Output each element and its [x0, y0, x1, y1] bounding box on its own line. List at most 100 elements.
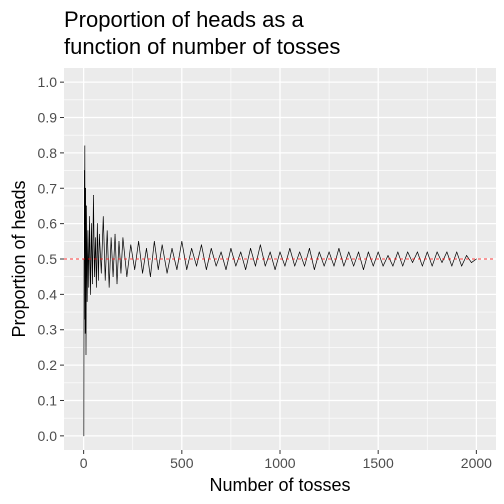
- data-point: [240, 251, 242, 253]
- data-point: [87, 230, 89, 232]
- data-point: [114, 233, 116, 235]
- data-point: [95, 237, 96, 239]
- data-point: [294, 265, 296, 267]
- x-axis-title: Number of tosses: [209, 475, 350, 495]
- data-point: [417, 251, 418, 253]
- data-point: [84, 332, 86, 334]
- data-point: [392, 265, 394, 267]
- data-point: [97, 223, 98, 224]
- x-axis: 0 500 1000 1500 2000: [80, 450, 492, 471]
- data-point: [94, 276, 95, 278]
- data-point: [436, 251, 438, 253]
- data-point: [89, 216, 90, 217]
- data-point: [100, 272, 102, 274]
- data-point: [368, 251, 369, 253]
- data-point: [412, 262, 413, 263]
- data-point: [269, 251, 271, 253]
- chart-title-line-1: Proportion of heads as a: [64, 7, 304, 32]
- data-point: [250, 248, 251, 249]
- data-point: [274, 269, 276, 270]
- data-point: [191, 248, 192, 249]
- data-point: [397, 251, 399, 253]
- x-tick-label: 0: [80, 455, 88, 471]
- data-point: [84, 145, 86, 147]
- data-point: [88, 286, 90, 288]
- data-point: [407, 251, 408, 253]
- data-point: [171, 248, 173, 249]
- data-point: [338, 248, 340, 249]
- data-point: [93, 194, 94, 196]
- x-tick-label: 2000: [461, 455, 492, 471]
- data-point: [146, 248, 147, 249]
- data-point: [377, 251, 379, 253]
- data-point: [166, 272, 168, 274]
- data-point: [130, 244, 132, 246]
- y-tick-label: 0.8: [38, 145, 58, 161]
- data-point: [476, 258, 477, 260]
- data-point: [235, 265, 237, 267]
- data-point: [309, 248, 310, 249]
- chart-title: Proportion of heads as a function of num…: [64, 6, 484, 60]
- data-point: [126, 276, 128, 278]
- data-point: [122, 237, 124, 239]
- y-axis: 0.0 0.1 0.2 0.3 0.4 0.5 0.6 0.7 0.8 0.9 1.0: [38, 74, 64, 444]
- data-point: [91, 223, 92, 224]
- x-tick-label: 500: [170, 455, 194, 471]
- data-point: [108, 286, 110, 288]
- data-point: [181, 240, 183, 242]
- data-point: [96, 286, 97, 288]
- data-point: [264, 265, 266, 267]
- data-point: [382, 265, 384, 267]
- y-tick-label: 0.7: [38, 180, 58, 196]
- data-point: [90, 294, 91, 295]
- data-point: [318, 251, 320, 253]
- data-point: [157, 269, 159, 270]
- chart-title-line-2: function of number of tosses: [64, 34, 341, 59]
- data-point: [104, 279, 106, 281]
- data-point: [201, 244, 202, 246]
- data-point: [85, 354, 87, 355]
- data-point: [387, 255, 389, 256]
- data-point: [299, 251, 300, 253]
- data-point: [215, 265, 217, 267]
- data-point: [230, 248, 232, 249]
- data-point: [86, 205, 87, 207]
- data-point: [348, 251, 350, 253]
- y-tick-label: 0.6: [38, 216, 58, 232]
- data-point: [134, 269, 136, 270]
- data-point: [186, 269, 188, 270]
- x-tick-label: 1000: [264, 455, 295, 471]
- y-axis-title: Proportion of heads: [9, 180, 29, 337]
- data-point: [142, 272, 143, 274]
- data-point: [426, 251, 428, 253]
- data-point: [372, 265, 374, 267]
- data-point: [84, 223, 85, 224]
- data-point: [220, 251, 222, 253]
- data-point: [83, 318, 85, 320]
- y-tick-label: 0.4: [38, 286, 58, 302]
- data-point: [98, 279, 99, 281]
- y-tick-label: 0.3: [38, 322, 58, 338]
- data-point: [98, 233, 100, 235]
- data-point: [102, 216, 104, 217]
- data-point: [86, 301, 88, 302]
- data-point: [471, 262, 472, 263]
- data-point: [343, 265, 345, 267]
- data-point: [358, 251, 359, 253]
- data-point: [363, 269, 364, 270]
- data-point: [456, 251, 458, 253]
- data-point: [116, 283, 118, 285]
- data-point: [106, 230, 108, 232]
- data-point: [206, 269, 207, 270]
- data-point: [314, 269, 315, 270]
- data-point: [461, 265, 462, 267]
- data-point: [118, 240, 120, 242]
- data-point: [92, 283, 93, 285]
- data-point: [138, 240, 139, 242]
- data-point: [153, 240, 155, 242]
- data-point: [304, 265, 305, 267]
- y-tick-label: 0.1: [38, 392, 58, 408]
- data-point: [422, 265, 423, 267]
- data-point: [255, 265, 256, 267]
